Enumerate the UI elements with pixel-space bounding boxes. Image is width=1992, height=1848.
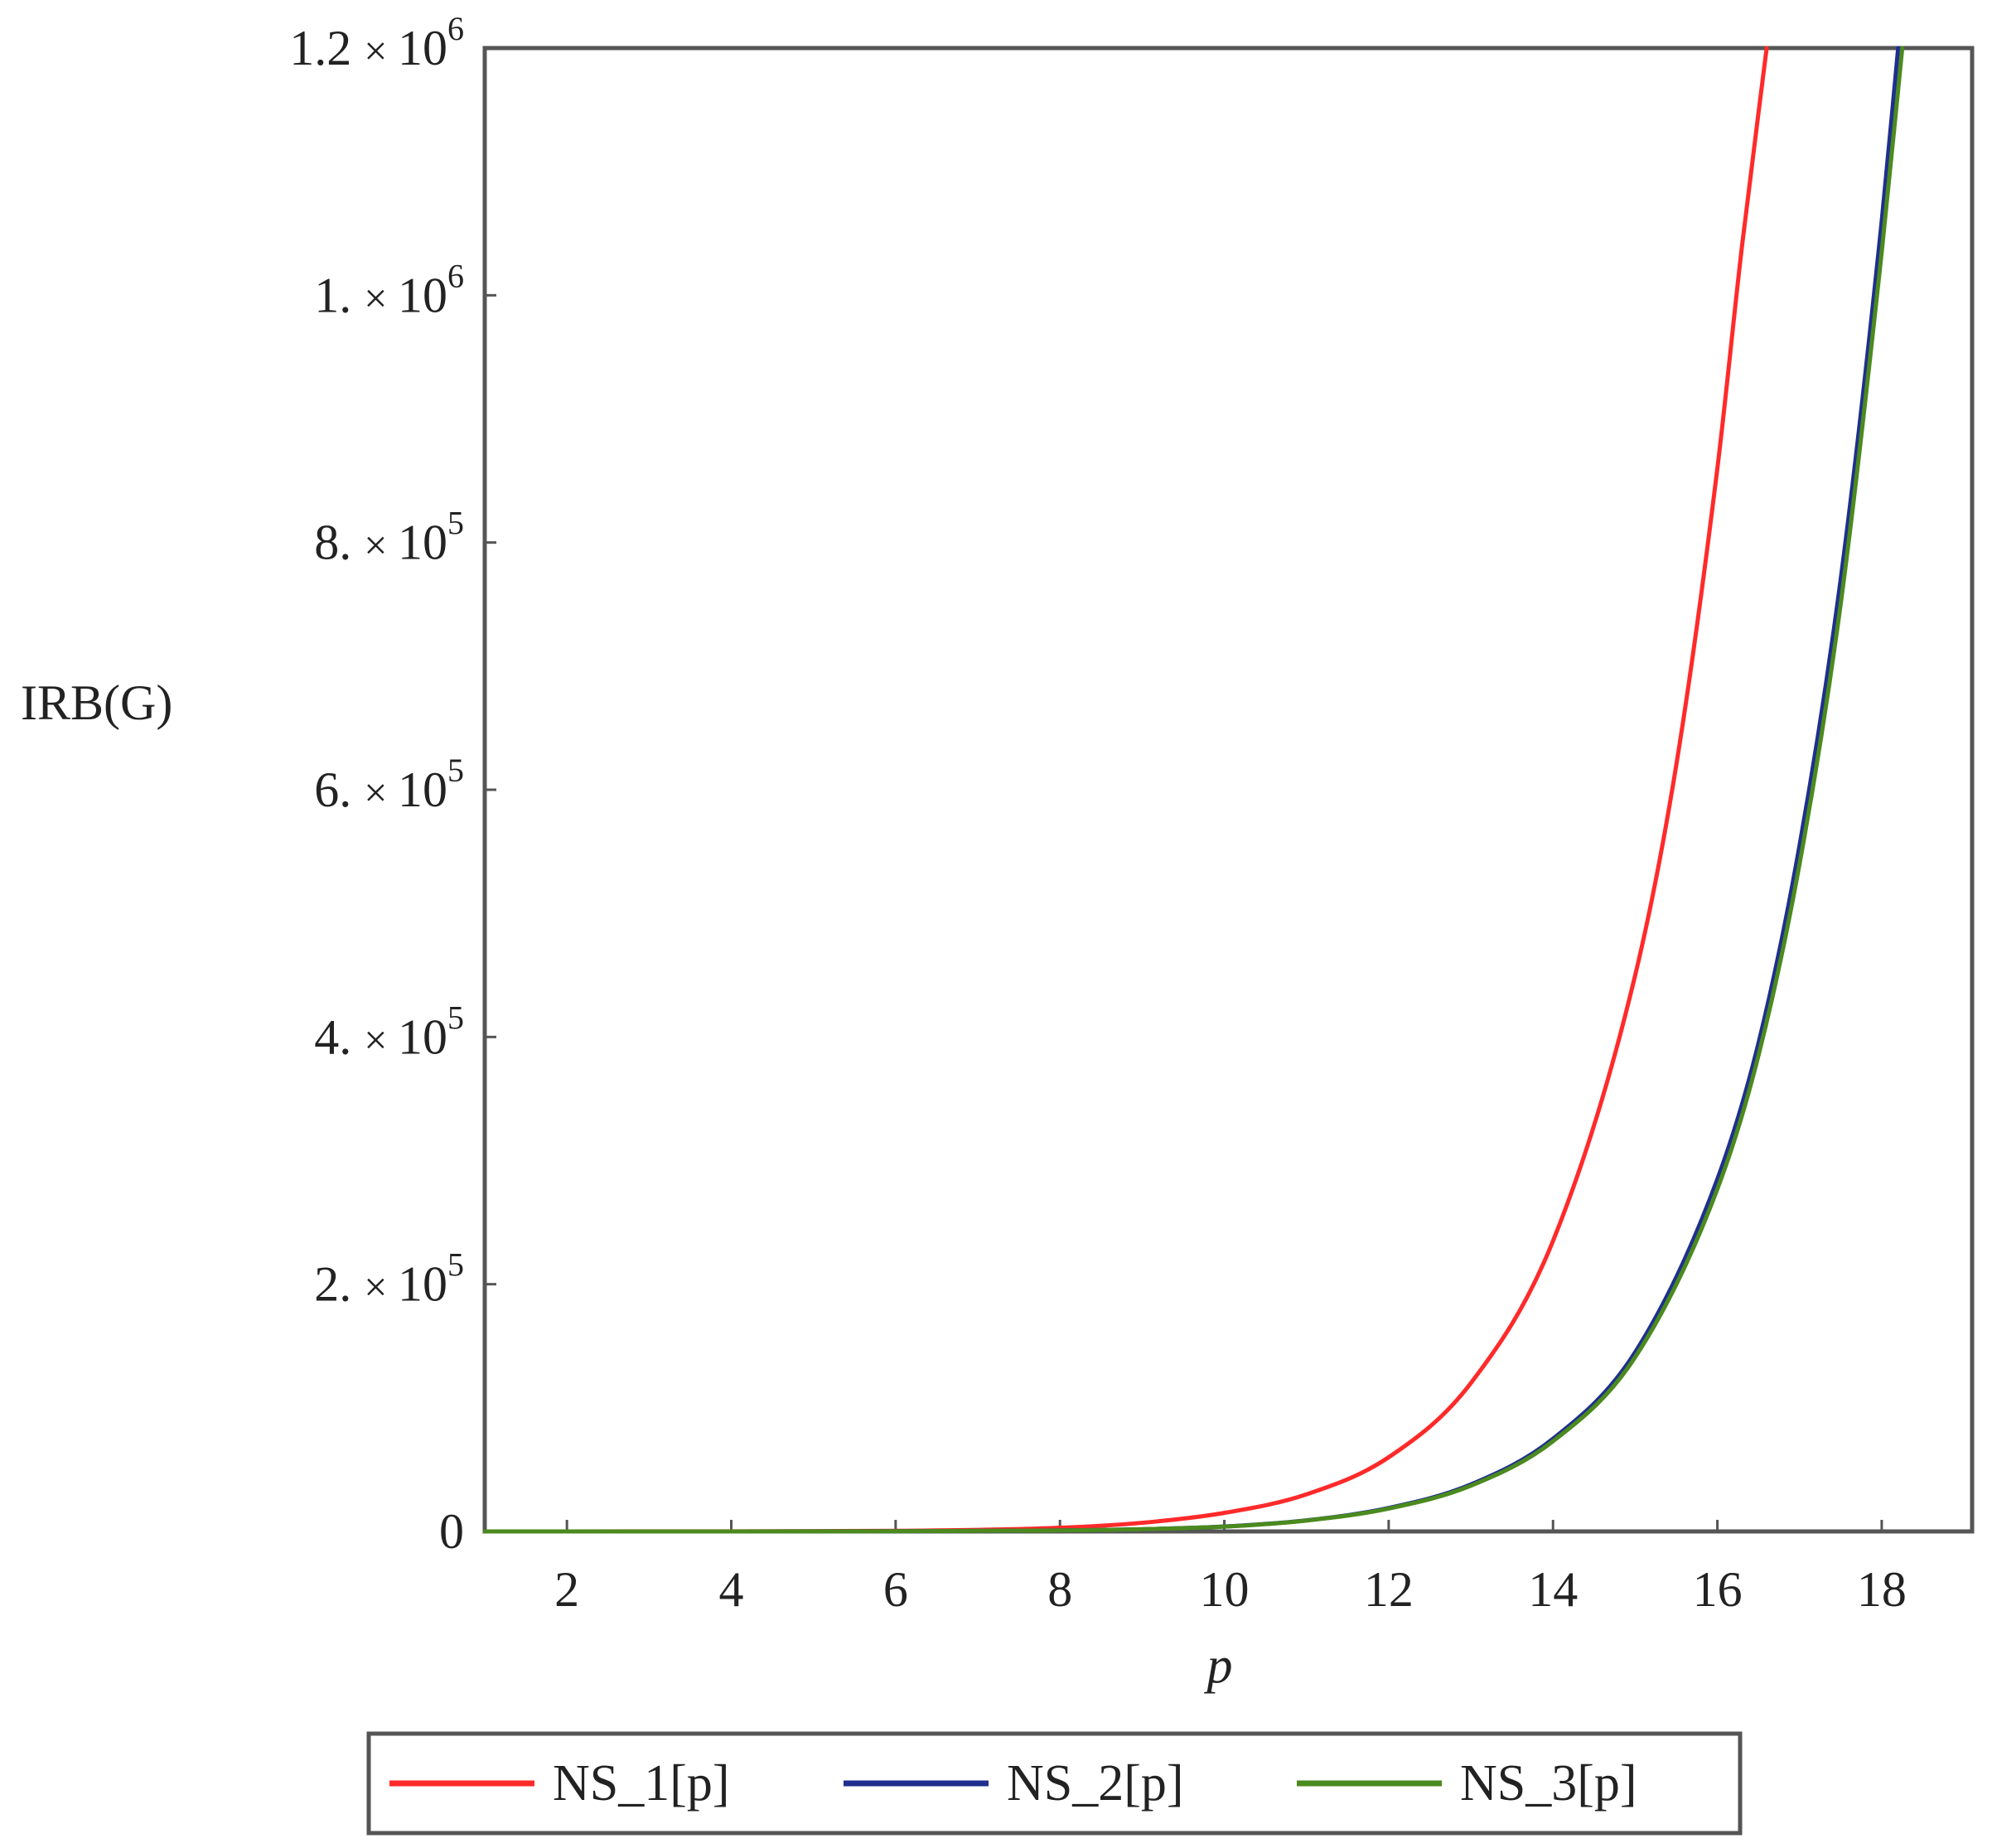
legend-items: NS_1[p] NS_2[p] NS_3[p] <box>389 1755 1637 1812</box>
series-line-ns-3-p <box>482 46 1905 1534</box>
y-tick-label-1: 2. × 105 <box>314 1246 464 1312</box>
x-tick-label-16: 16 <box>1693 1562 1743 1617</box>
y-tick-label-2: 4. × 105 <box>314 999 464 1064</box>
x-tick-label-12: 12 <box>1364 1562 1414 1617</box>
legend-label-ns-3-p: NS_3[p] <box>1460 1755 1637 1812</box>
legend-label-ns-2-p: NS_2[p] <box>1007 1755 1184 1812</box>
y-tick-label-4: 8. × 105 <box>314 505 464 570</box>
x-tick-label-4: 4 <box>719 1562 744 1617</box>
y-tick-label-6: 1.2 × 106 <box>289 10 464 75</box>
x-tick-label-6: 6 <box>883 1562 908 1617</box>
x-tick-label-10: 10 <box>1200 1562 1250 1617</box>
legend-box <box>366 1731 1743 1836</box>
x-axis-ticks: 2 4 6 8 10 12 14 16 18 <box>554 1520 1907 1617</box>
y-tick-label-3: 6. × 105 <box>314 752 464 817</box>
x-tick-label-8: 8 <box>1047 1562 1072 1617</box>
y-axis-ticks: 0 2. × 105 4. × 105 6. × 105 8. × 105 1. × 10… <box>289 10 496 1559</box>
series-layer <box>482 46 1905 1534</box>
x-tick-label-2: 2 <box>554 1562 579 1617</box>
legend-label-ns-1-p: NS_1[p] <box>553 1755 730 1812</box>
y-axis-label: IRB(G) <box>21 675 172 730</box>
x-tick-label-18: 18 <box>1857 1562 1907 1617</box>
plot-area <box>482 46 1975 1534</box>
x-axis-label: p <box>1204 1638 1233 1694</box>
y-tick-label-0: 0 <box>439 1504 464 1559</box>
y-tick-label-5: 1. × 106 <box>314 257 464 322</box>
x-tick-label-14: 14 <box>1528 1562 1578 1617</box>
legend: NS_1[p] NS_2[p] NS_3[p] <box>366 1731 1743 1836</box>
